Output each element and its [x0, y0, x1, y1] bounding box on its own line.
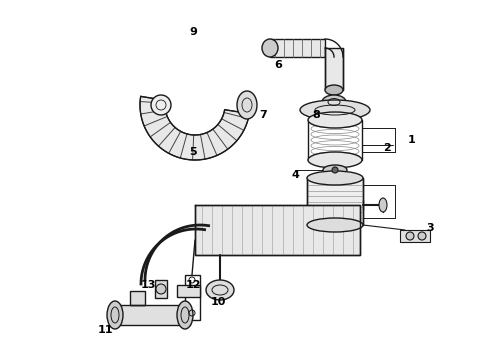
Text: 10: 10 — [210, 297, 226, 307]
Ellipse shape — [262, 39, 278, 57]
Ellipse shape — [308, 152, 362, 168]
Polygon shape — [195, 205, 360, 255]
Ellipse shape — [323, 165, 347, 175]
Ellipse shape — [322, 95, 346, 109]
Text: 13: 13 — [140, 280, 156, 290]
Bar — [130, 291, 145, 305]
Text: 6: 6 — [274, 60, 282, 70]
Polygon shape — [400, 230, 430, 242]
Polygon shape — [155, 280, 167, 298]
Ellipse shape — [300, 100, 370, 120]
Ellipse shape — [237, 91, 257, 119]
Ellipse shape — [107, 301, 123, 329]
Polygon shape — [270, 39, 325, 57]
Ellipse shape — [307, 218, 363, 232]
Text: 7: 7 — [259, 110, 267, 120]
Circle shape — [156, 284, 166, 294]
Text: 5: 5 — [189, 147, 197, 157]
Ellipse shape — [325, 85, 343, 95]
Text: 12: 12 — [185, 280, 201, 290]
Text: 3: 3 — [426, 223, 434, 233]
Circle shape — [406, 232, 414, 240]
Ellipse shape — [308, 112, 362, 128]
Polygon shape — [307, 178, 363, 225]
Ellipse shape — [206, 280, 234, 300]
Polygon shape — [140, 96, 249, 160]
Circle shape — [418, 232, 426, 240]
Polygon shape — [177, 285, 200, 297]
Text: 2: 2 — [383, 143, 391, 153]
Bar — [307, 178, 363, 225]
Polygon shape — [325, 48, 343, 90]
Circle shape — [151, 95, 171, 115]
Ellipse shape — [379, 198, 387, 212]
Ellipse shape — [177, 301, 193, 329]
Circle shape — [332, 167, 338, 173]
Text: 1: 1 — [408, 135, 416, 145]
Ellipse shape — [307, 171, 363, 185]
Text: 11: 11 — [97, 325, 113, 335]
Text: 9: 9 — [189, 27, 197, 37]
Text: 4: 4 — [291, 170, 299, 180]
Polygon shape — [110, 305, 190, 325]
Text: 8: 8 — [312, 110, 320, 120]
